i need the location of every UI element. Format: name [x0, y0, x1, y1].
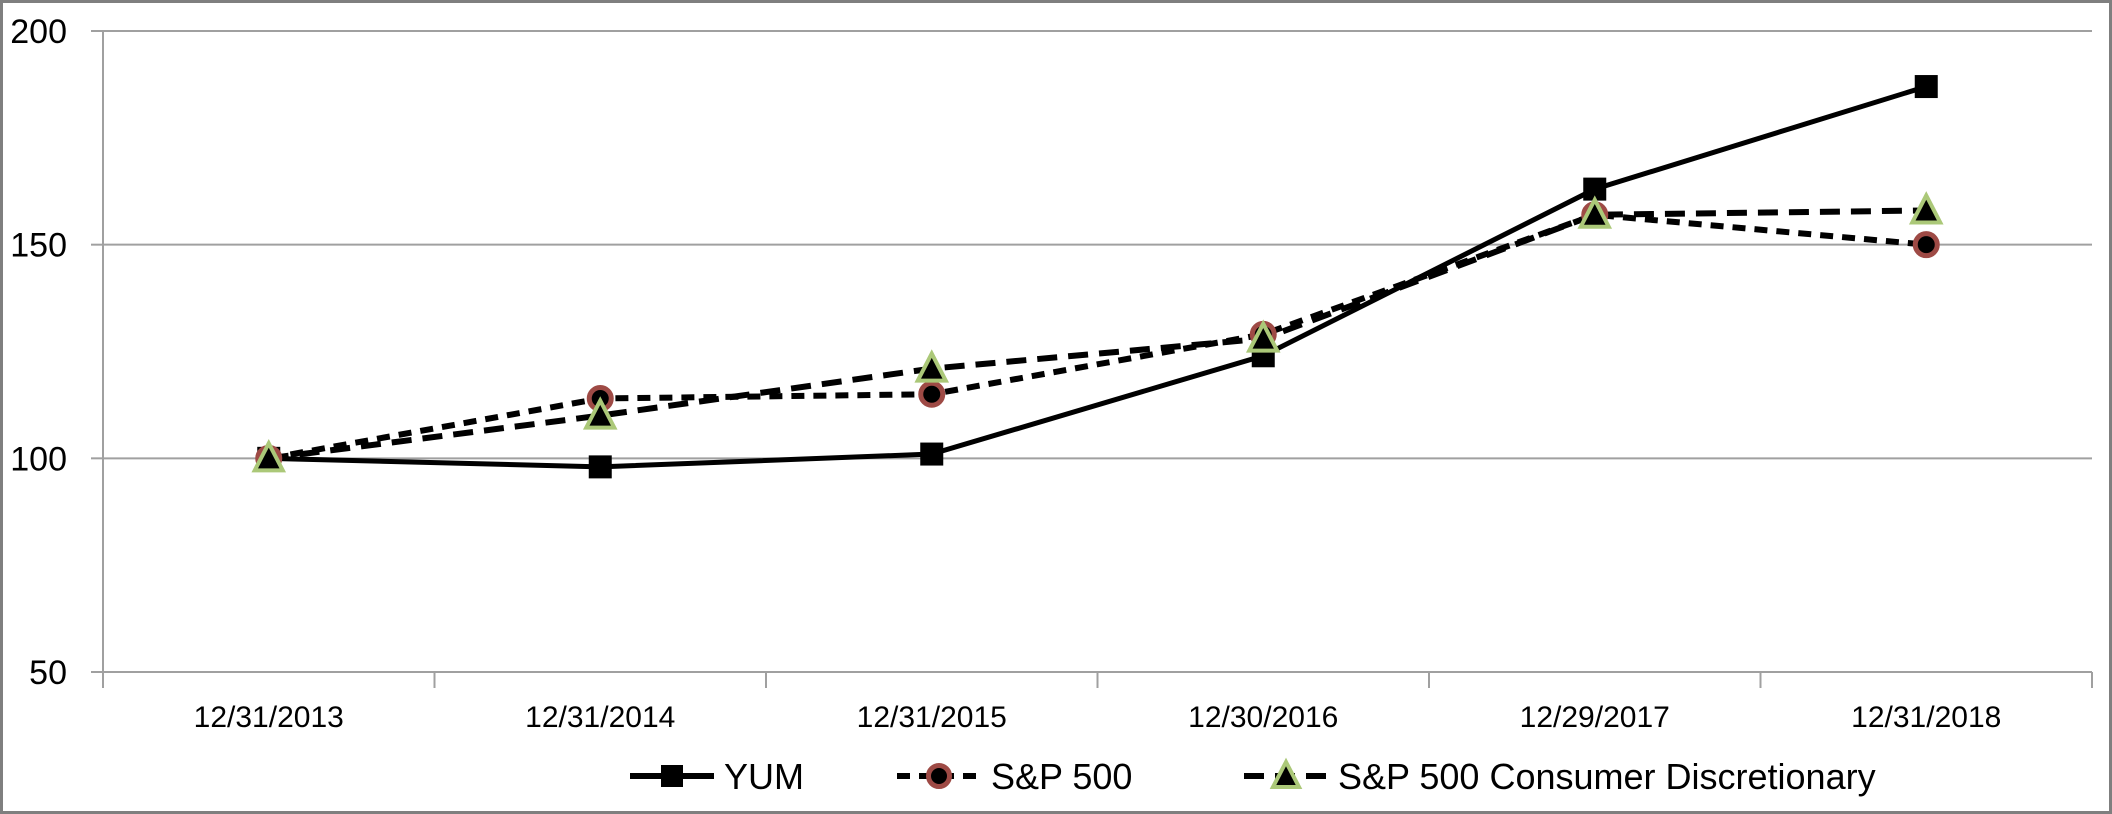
marker-s-p-500-consumer-discretionary-1	[582, 396, 618, 430]
x-axis-label-4: 12/29/2017	[1520, 701, 1670, 734]
marker-yum-5	[1914, 75, 1938, 99]
marker-s-p-500-consumer-discretionary-3	[1245, 319, 1281, 353]
x-axis-label-3: 12/30/2016	[1188, 701, 1338, 734]
y-axis-label-150: 150	[10, 227, 67, 265]
series-line-yum	[268, 84, 1927, 470]
series-line-s-p-500	[268, 211, 1927, 462]
legend-marker-s-p-500-consumer-discretionary	[1269, 757, 1303, 789]
legend-label-s-p-500: S&P 500	[991, 756, 1132, 797]
x-axis-label-2: 12/31/2015	[857, 701, 1007, 734]
y-axis-label-200: 200	[10, 13, 67, 51]
x-axis-label-0: 12/31/2013	[194, 701, 344, 734]
legend-label-s-p-500-consumer-discretionary: S&P 500 Consumer Discretionary	[1338, 756, 1876, 797]
x-axis-label-5: 12/31/2018	[1851, 701, 2001, 734]
marker-s-p-500-5	[1912, 231, 1940, 259]
legend-marker-yum	[661, 765, 683, 787]
marker-s-p-500-consumer-discretionary-4	[1577, 195, 1613, 229]
marker-s-p-500-consumer-discretionary-5	[1908, 191, 1944, 225]
marker-yum-2	[920, 442, 944, 466]
marker-yum-1	[588, 455, 612, 479]
marker-s-p-500-consumer-discretionary-2	[914, 349, 950, 383]
series-line-s-p-500-consumer-discretionary	[268, 207, 1927, 462]
legend-marker-s-p-500	[926, 763, 952, 789]
x-axis-label-1: 12/31/2014	[525, 701, 675, 734]
y-axis-label-50: 50	[29, 654, 67, 692]
marker-s-p-500-2	[918, 380, 946, 408]
marker-s-p-500-consumer-discretionary-0	[251, 438, 287, 473]
y-axis-label-100: 100	[10, 440, 67, 478]
marker-yum-4	[1583, 177, 1607, 201]
legend-label-yum: YUM	[724, 756, 804, 797]
